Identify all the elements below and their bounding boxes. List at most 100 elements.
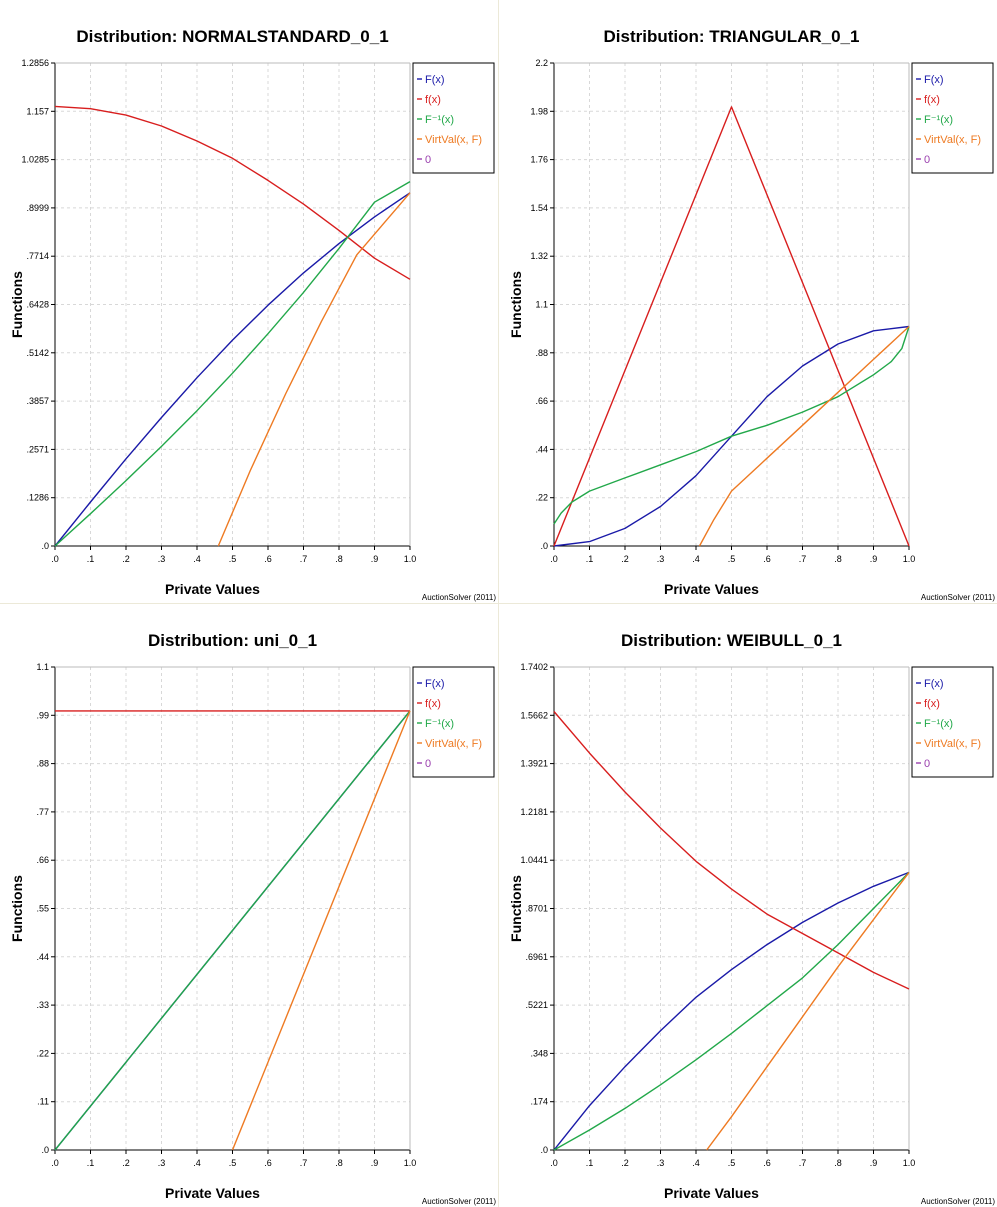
credit-label: AuctionSolver (2011) bbox=[422, 593, 496, 602]
chart-panel-uni: Distribution: uni_0_1 .0 .1 .2 .3 .4 .5 .6 .7 .8.… bbox=[0, 604, 498, 1207]
legend-item: f(x) bbox=[924, 698, 940, 710]
x-tick-label: .1 bbox=[87, 1158, 95, 1168]
x-tick-label: .6 bbox=[264, 1158, 272, 1168]
legend-item: VirtVal(x, F) bbox=[425, 738, 482, 750]
y-tick-label: .6961 bbox=[525, 952, 548, 962]
x-tick-label: .4 bbox=[692, 1158, 700, 1168]
x-tick-label: 1.0 bbox=[404, 1158, 417, 1168]
y-tick-label: .0 bbox=[540, 1145, 548, 1155]
x-tick-label: .8 bbox=[335, 1158, 343, 1168]
y-tick-label: .8999 bbox=[26, 203, 49, 213]
legend-item: 0 bbox=[924, 154, 930, 166]
y-tick-label: 1.54 bbox=[530, 203, 548, 213]
y-tick-label: .11 bbox=[37, 1097, 49, 1107]
y-tick-label: .77 bbox=[36, 807, 49, 817]
x-tick-label: .9 bbox=[870, 1158, 878, 1168]
series-line-virt bbox=[698, 325, 910, 547]
x-tick-label: .3 bbox=[657, 554, 665, 564]
x-tick-label: .2 bbox=[621, 554, 629, 564]
series-line-finv bbox=[553, 326, 910, 525]
legend-item: F(x) bbox=[425, 678, 445, 690]
legend-item: 0 bbox=[924, 758, 930, 770]
x-tick-label: .4 bbox=[692, 554, 700, 564]
x-tick-label: 1.0 bbox=[404, 554, 417, 564]
y-tick-label: .2571 bbox=[26, 444, 49, 454]
x-tick-label: .0 bbox=[550, 1158, 558, 1168]
y-tick-label: .0 bbox=[41, 1145, 49, 1155]
y-tick-label: .7714 bbox=[26, 251, 49, 261]
y-tick-label: .88 bbox=[535, 348, 548, 358]
y-tick-label: 1.32 bbox=[530, 251, 548, 261]
x-tick-label: .7 bbox=[300, 1158, 308, 1168]
chart-panel-weibull: Distribution: WEIBULL_0_1 .0 .1 .2 .3 .4 .5 .6.… bbox=[499, 604, 997, 1207]
chart-title: Distribution: TRIANGULAR_0_1 bbox=[604, 27, 860, 46]
y-tick-label: .22 bbox=[36, 1048, 49, 1058]
legend-item: f(x) bbox=[425, 94, 441, 106]
y-tick-label: .5142 bbox=[26, 348, 49, 358]
x-tick-label: .3 bbox=[158, 1158, 166, 1168]
x-tick-label: .0 bbox=[51, 554, 59, 564]
x-tick-label: 1.0 bbox=[903, 554, 916, 564]
y-tick-label: .44 bbox=[36, 952, 49, 962]
x-tick-label: .2 bbox=[122, 554, 130, 564]
series-line-finv bbox=[54, 180, 411, 547]
x-tick-label: .3 bbox=[158, 554, 166, 564]
x-tick-label: .0 bbox=[51, 1158, 59, 1168]
x-tick-label: .5 bbox=[728, 554, 736, 564]
y-tick-label: 1.98 bbox=[530, 106, 548, 116]
y-tick-label: .44 bbox=[535, 444, 548, 454]
legend: F(x) f(x) F⁻¹(x) VirtVal(x, F) 0 bbox=[911, 666, 994, 778]
credit-label: AuctionSolver (2011) bbox=[921, 1197, 995, 1206]
x-tick-label: .6 bbox=[264, 554, 272, 564]
series-line-virt bbox=[217, 192, 411, 547]
y-axis-title: Functions bbox=[508, 271, 524, 338]
y-tick-label: 1.2856 bbox=[21, 58, 49, 68]
chart-uni: Distribution: uni_0_1 .0 .1 .2 .3 .4 .5 .6 .7 .8.… bbox=[9, 631, 496, 1206]
y-tick-label: .3857 bbox=[26, 396, 49, 406]
x-tick-label: .0 bbox=[550, 554, 558, 564]
y-axis-title: Functions bbox=[9, 271, 25, 338]
x-tick-label: .8 bbox=[834, 554, 842, 564]
legend-item: VirtVal(x, F) bbox=[924, 738, 981, 750]
y-tick-label: .1286 bbox=[26, 493, 49, 503]
x-tick-label: .1 bbox=[87, 554, 95, 564]
legend-box bbox=[911, 62, 994, 174]
legend-item: F(x) bbox=[924, 678, 944, 690]
y-axis-title: Functions bbox=[508, 875, 524, 942]
legend-item: F(x) bbox=[425, 74, 445, 86]
chart-panel-normalstandard: Distribution: NORMALSTANDARD_0_1 .0 .1 .2 .3… bbox=[0, 0, 498, 603]
legend-item: VirtVal(x, F) bbox=[924, 134, 981, 146]
y-tick-label: 1.7402 bbox=[520, 662, 548, 672]
y-tick-label: .99 bbox=[36, 710, 49, 720]
legend-box bbox=[412, 62, 495, 174]
legend-item: f(x) bbox=[425, 698, 441, 710]
series-line-f bbox=[553, 711, 910, 990]
legend: F(x) f(x) F⁻¹(x) VirtVal(x, F) 0 bbox=[911, 62, 994, 174]
y-tick-label: .66 bbox=[36, 855, 49, 865]
x-tick-label: .2 bbox=[122, 1158, 130, 1168]
y-tick-label: 1.157 bbox=[26, 106, 49, 116]
y-tick-label: .88 bbox=[36, 759, 49, 769]
series-line-finv bbox=[553, 871, 910, 1151]
y-tick-label: .5221 bbox=[525, 1000, 548, 1010]
x-tick-label: .5 bbox=[229, 554, 237, 564]
legend-item: 0 bbox=[425, 154, 431, 166]
x-tick-label: 1.0 bbox=[903, 1158, 916, 1168]
credit-label: AuctionSolver (2011) bbox=[921, 593, 995, 602]
x-tick-label: .1 bbox=[586, 554, 594, 564]
y-tick-label: .55 bbox=[36, 904, 49, 914]
y-tick-label: 1.76 bbox=[530, 155, 548, 165]
x-axis-title: Private Values bbox=[165, 1185, 260, 1201]
legend-box bbox=[911, 666, 994, 778]
chart-title: Distribution: NORMALSTANDARD_0_1 bbox=[76, 27, 388, 46]
series-line-finv bbox=[54, 710, 411, 1151]
series-line-virt bbox=[231, 710, 411, 1151]
y-tick-label: 1.1 bbox=[36, 662, 49, 672]
y-tick-label: .0 bbox=[540, 541, 548, 551]
y-tick-label: 1.0285 bbox=[21, 155, 49, 165]
y-tick-label: .33 bbox=[36, 1000, 49, 1010]
x-tick-label: .7 bbox=[300, 554, 308, 564]
y-tick-label: .0 bbox=[41, 541, 49, 551]
x-tick-label: .2 bbox=[621, 1158, 629, 1168]
